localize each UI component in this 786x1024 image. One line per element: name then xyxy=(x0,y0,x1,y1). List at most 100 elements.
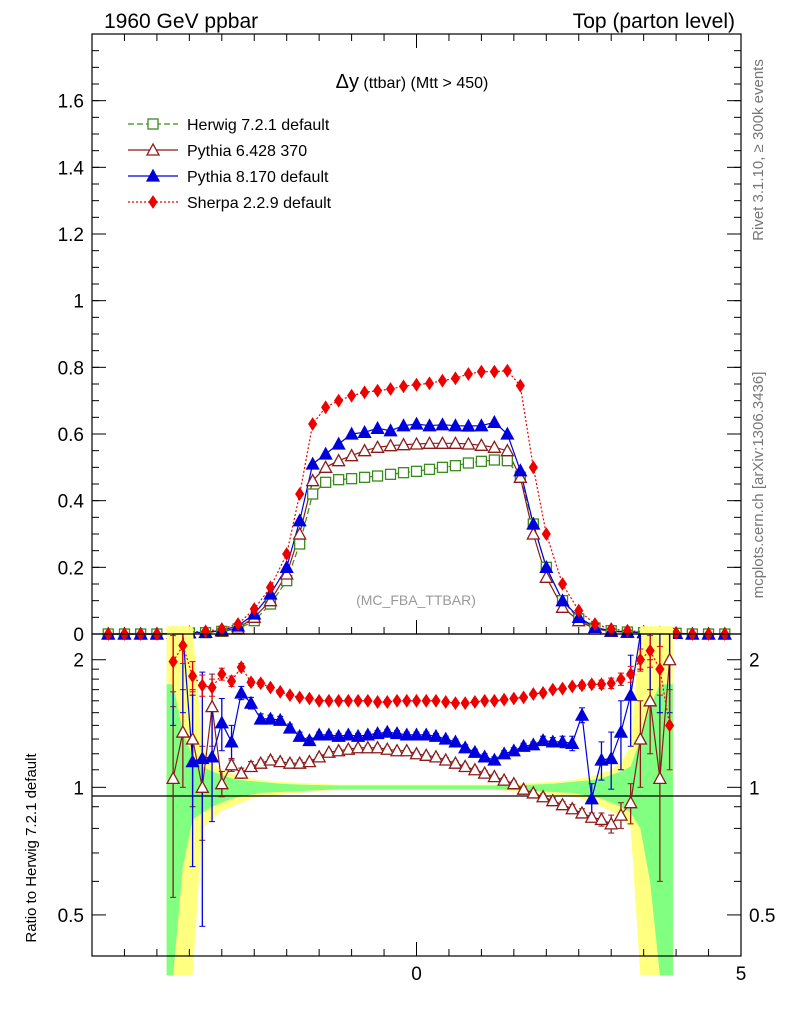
ratio-point-pythia8 xyxy=(506,743,521,757)
ratio-point-pythia6 xyxy=(380,741,395,755)
main-point-pythia8 xyxy=(435,417,450,431)
ratio-point-pythia6 xyxy=(273,754,288,768)
ratio-point-pythia6 xyxy=(331,743,346,757)
ratio-point-pythia8 xyxy=(399,727,414,741)
main-point-pythia8 xyxy=(409,416,424,430)
main-point-sherpa xyxy=(528,460,538,475)
ratio-point-pythia6 xyxy=(633,731,648,745)
ratio-point-pythia8 xyxy=(409,727,424,741)
main-point-sherpa xyxy=(217,622,227,636)
main-point-pythia6 xyxy=(448,435,463,449)
ratio-point-pythia6 xyxy=(643,693,658,707)
main-point-pythia6 xyxy=(305,473,320,487)
ratio-point-pythia8 xyxy=(312,727,327,741)
ratio-point-sherpa xyxy=(363,693,373,708)
ratio-point-sherpa xyxy=(343,693,353,708)
main-point-pythia6 xyxy=(487,439,502,453)
main-point-pythia8 xyxy=(383,423,398,437)
ratio-point-sherpa xyxy=(285,688,295,703)
ratio-point-sherpa xyxy=(421,693,431,708)
main-point-pythia6 xyxy=(474,437,489,451)
ratio-point-sherpa xyxy=(197,678,207,693)
ratio-point-sherpa xyxy=(382,695,392,709)
ratio-point-pythia6 xyxy=(477,765,492,779)
main-point-pythia6 xyxy=(263,593,278,607)
main-axis-ticks: 0 0.2 0.4 0.6 0.8 1 1.2 1.4 1.6 xyxy=(58,34,742,646)
ratio-xtick-label: 5 xyxy=(736,964,747,985)
ratio-point-sherpa xyxy=(402,693,412,708)
ratio-point-pythia6 xyxy=(195,779,210,793)
main-point-pythia6 xyxy=(539,569,554,583)
main-point-pythia8 xyxy=(370,420,385,434)
ratio-point-pythia8 xyxy=(516,738,531,752)
main-point-pythia6 xyxy=(461,436,476,450)
ratio-point-sherpa xyxy=(626,667,636,681)
ratio-point-sherpa xyxy=(557,681,568,696)
ratio-point-sherpa xyxy=(236,660,246,675)
main-point-sherpa xyxy=(450,371,461,386)
legend-marker-sherpa xyxy=(148,195,158,209)
main-ytick-label: 0.6 xyxy=(58,425,84,446)
ratio-point-pythia6 xyxy=(234,765,249,779)
ratio-point-pythia8 xyxy=(604,751,619,765)
ratio-point-pythia6 xyxy=(467,762,483,776)
ratio-ytick-label: 0.5 xyxy=(58,906,84,927)
ratio-point-pythia8 xyxy=(389,726,405,740)
main-point-pythia8 xyxy=(500,426,515,440)
ratio-point-pythia8 xyxy=(584,791,599,805)
analysis-tag: (MC_FBA_TTBAR) xyxy=(356,592,476,608)
ratio-point-sherpa xyxy=(441,695,451,709)
ratio-point-pythia8 xyxy=(467,744,483,758)
ratio-point-pythia8 xyxy=(360,727,375,741)
main-point-herwig xyxy=(423,463,436,475)
main-point-pythia8 xyxy=(344,426,359,440)
rivet-credit: Rivet 3.1.10, ≥ 300k events xyxy=(750,59,767,241)
ratio-point-sherpa xyxy=(392,693,402,708)
main-point-pythia6 xyxy=(279,566,294,580)
ratio-point-pythia8 xyxy=(214,715,229,729)
main-point-herwig xyxy=(501,455,514,467)
ratio-point-pythia8 xyxy=(253,711,268,725)
main-ytick-label: 1.2 xyxy=(58,225,84,246)
ratio-point-pythia6 xyxy=(263,752,278,766)
main-point-sherpa xyxy=(372,383,383,398)
ratio-point-pythia8 xyxy=(438,731,453,745)
legend-marker-pythia6 xyxy=(145,142,161,156)
ratio-point-pythia8 xyxy=(448,734,463,748)
main-point-sherpa xyxy=(321,400,331,415)
legend: Herwig 7.2.1 default Pythia 6.428 370 Pyth… xyxy=(128,117,332,212)
ratio-ytick-label: 1 xyxy=(73,778,84,799)
main-panel: 0 0.2 0.4 0.6 0.8 1 1.2 1.4 1.6 Δy (ttbar) (Mtt … xyxy=(58,33,742,646)
main-point-pythia8 xyxy=(555,593,570,607)
ratio-axis-ticks: 0.5 0.5 1 1 2 2 0 5 xyxy=(58,651,776,985)
ratio-point-pythia6 xyxy=(321,744,336,758)
ratio-point-pythia8 xyxy=(273,712,288,726)
ratio-point-sherpa xyxy=(587,677,597,692)
main-point-herwig xyxy=(384,468,397,480)
ratio-point-pythia8 xyxy=(535,733,551,747)
main-point-pythia6 xyxy=(396,437,411,451)
ratio-point-pythia6 xyxy=(360,740,375,754)
ratio-point-pythia8 xyxy=(263,711,278,725)
ratio-point-pythia8 xyxy=(555,734,570,748)
ratio-point-sherpa xyxy=(411,693,422,708)
ratio-point-sherpa xyxy=(509,691,519,706)
ratio-point-pythia6 xyxy=(292,755,307,769)
main-point-sherpa xyxy=(424,376,435,391)
ratio-point-pythia6 xyxy=(526,785,541,799)
plot-title: Δy (ttbar) (Mtt > 450) xyxy=(336,71,489,93)
ratio-point-sherpa xyxy=(168,654,178,669)
main-point-herwig xyxy=(371,470,384,482)
ratio-ylabel: Ratio to Herwig 7.2.1 default xyxy=(23,753,40,943)
main-point-pythia8 xyxy=(331,436,346,450)
ratio-point-sherpa xyxy=(314,693,324,708)
ratio-point-sherpa xyxy=(187,669,198,683)
ratio-point-pythia6 xyxy=(584,809,599,823)
main-point-herwig xyxy=(488,454,501,466)
ratio-point-sherpa xyxy=(324,693,334,708)
ratio-point-sherpa xyxy=(178,638,188,653)
main-point-pythia8 xyxy=(474,418,489,432)
main-point-pythia6 xyxy=(422,435,437,449)
main-point-sherpa xyxy=(606,622,616,636)
